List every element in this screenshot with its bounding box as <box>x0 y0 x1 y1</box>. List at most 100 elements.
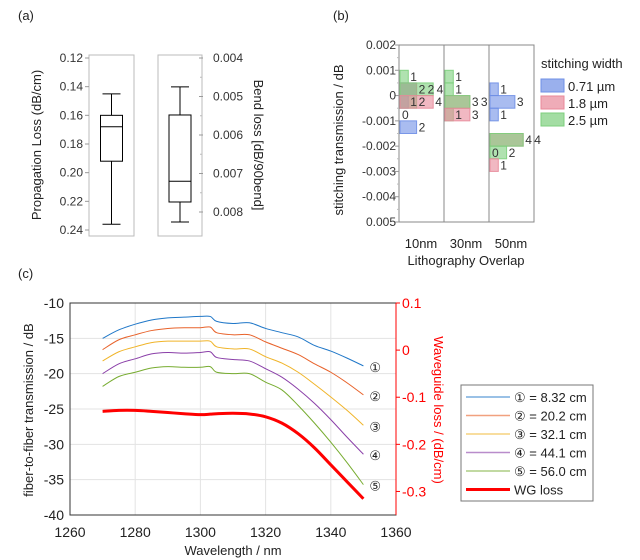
y-axis-label: stitching transmission / dB <box>331 64 346 215</box>
legend-title: stitching width <box>541 56 623 71</box>
bar-count-label: 1 <box>500 108 507 122</box>
histogram-bar-green <box>444 95 471 109</box>
legend-label: ⑤ = 56.0 cm <box>514 464 587 479</box>
legend-label: ② = 20.2 cm <box>514 409 587 424</box>
y-tick-label: 0.18 <box>60 137 84 151</box>
bar-count-label: 4 <box>435 95 442 109</box>
x-category-label: 10nm <box>405 236 438 251</box>
y-tick-label: -40 <box>44 507 64 523</box>
bar-count-label: 4 <box>534 133 541 147</box>
x-tick-label: 1360 <box>380 524 411 540</box>
y-tick-label: -20 <box>44 366 64 382</box>
y-tick-label: 0.16 <box>60 108 84 122</box>
bar-count-label: 2 <box>419 83 426 97</box>
x-tick-label: 1340 <box>315 524 346 540</box>
histogram-bar-blue <box>399 120 418 134</box>
histogram-bar-blue <box>489 107 499 122</box>
series-line-5 <box>102 365 364 485</box>
bar-count-label: 3 <box>517 95 524 109</box>
legend-label: ③ = 32.1 cm <box>514 427 587 442</box>
box-frame <box>157 54 203 237</box>
x-tick-label: 1300 <box>185 524 216 540</box>
y-axis-label: fiber-to-fiber transmission / dB <box>21 323 36 496</box>
x-axis-label: Wavelength / nm <box>184 543 281 558</box>
y-tick-label: -30 <box>44 436 64 452</box>
x-tick-label: 1280 <box>120 524 151 540</box>
bar-count-label: 1 <box>455 70 462 84</box>
bar-count-label: 0 <box>402 108 409 122</box>
iqr-box <box>168 114 192 203</box>
legend-swatch-pink <box>540 95 565 110</box>
y-axis-label-right: Bend loss [dB/90bend] <box>251 80 266 211</box>
bar-count-label: 4 <box>437 83 444 97</box>
bar-count-label: 3 <box>472 108 479 122</box>
curve-marker-label: ① <box>369 360 381 375</box>
y-tick-label: 0.002 <box>366 38 396 52</box>
y-tick-label: 0.005 <box>366 215 396 229</box>
bar-count-label: 1 <box>455 83 462 97</box>
bar-count-label: 1 <box>500 158 507 172</box>
bar-count-label: 2 <box>419 95 426 109</box>
bar-count-label: 3 <box>472 95 479 109</box>
iqr-box <box>100 114 123 162</box>
y-tick-label: -0.004 <box>362 190 396 204</box>
y-axis-label: Propagation Loss (dB/cm) <box>29 70 44 220</box>
y-right-tick-label: -0.3 <box>402 483 426 499</box>
y-right-tick-label: 0 <box>402 342 410 358</box>
curve-marker-label: ② <box>369 389 381 404</box>
legend-label: 0.71 µm <box>568 79 615 94</box>
x-category-label: 50nm <box>495 236 528 251</box>
series-line-1 <box>102 315 364 367</box>
y-tick-label: 0.22 <box>60 194 84 208</box>
series-line-3 <box>102 340 364 426</box>
y-tick-label: 0.007 <box>213 167 243 181</box>
legend-label: 2.5 µm <box>568 113 608 128</box>
y-tick-label: -0.001 <box>362 114 396 128</box>
y-tick-label: 0.001 <box>366 63 396 77</box>
y-tick-label: -10 <box>44 295 64 311</box>
y-tick-label: -25 <box>44 401 64 417</box>
bar-count-label: 2 <box>509 146 516 160</box>
y-right-tick-label: -0.1 <box>402 389 426 405</box>
y-tick-label: 0 <box>389 89 396 103</box>
y-tick-label: -15 <box>44 330 64 346</box>
legend-label: ④ = 44.1 cm <box>514 446 587 461</box>
x-tick-label: 1320 <box>250 524 281 540</box>
y-tick-label: 0.24 <box>60 223 84 237</box>
bar-count-label: 1 <box>500 83 507 97</box>
panel-label-a: (a) <box>18 8 34 23</box>
y-tick-label: 0.008 <box>213 205 243 219</box>
legend-swatch-green <box>540 112 565 127</box>
y-right-tick-label: -0.2 <box>402 436 426 452</box>
x-axis-label: Lithography Overlap <box>407 253 524 268</box>
bar-count-label: 4 <box>525 133 532 147</box>
series-line-6 <box>102 408 365 500</box>
legend-swatch-blue <box>540 78 565 93</box>
legend-box <box>460 384 594 502</box>
y-tick-label: 0.14 <box>60 80 84 94</box>
histogram-bar-green <box>399 69 409 84</box>
y-tick-label: 0.20 <box>60 166 84 180</box>
bar-count-label: 1 <box>410 95 417 109</box>
legend-label: ① = 8.32 cm <box>514 390 587 405</box>
y-tick-label: -35 <box>44 472 64 488</box>
histogram-bar-green <box>444 69 454 84</box>
series-line-2 <box>102 326 364 396</box>
y-tick-label: 0.005 <box>213 90 243 104</box>
histogram-bar-pink <box>489 158 499 172</box>
series-line-4 <box>102 350 364 455</box>
bar-count-label: 2 <box>428 83 435 97</box>
legend-label: WG loss <box>514 483 564 498</box>
y-tick-label: -0.003 <box>362 164 396 178</box>
panel-label-c: (c) <box>18 266 33 281</box>
y-tick-label: -0.002 <box>362 139 396 153</box>
legend-label: 1.8 µm <box>568 96 608 111</box>
bar-count-label: 0 <box>492 146 499 160</box>
y-axis-label-right: Waveguide loss / (dB/cm) <box>431 336 446 484</box>
curve-marker-label: ④ <box>369 448 381 463</box>
curve-marker-label: ⑤ <box>369 479 381 494</box>
box-frame <box>88 54 135 237</box>
y-tick-label: 0.004 <box>213 51 243 65</box>
x-tick-label: 1260 <box>54 524 85 540</box>
